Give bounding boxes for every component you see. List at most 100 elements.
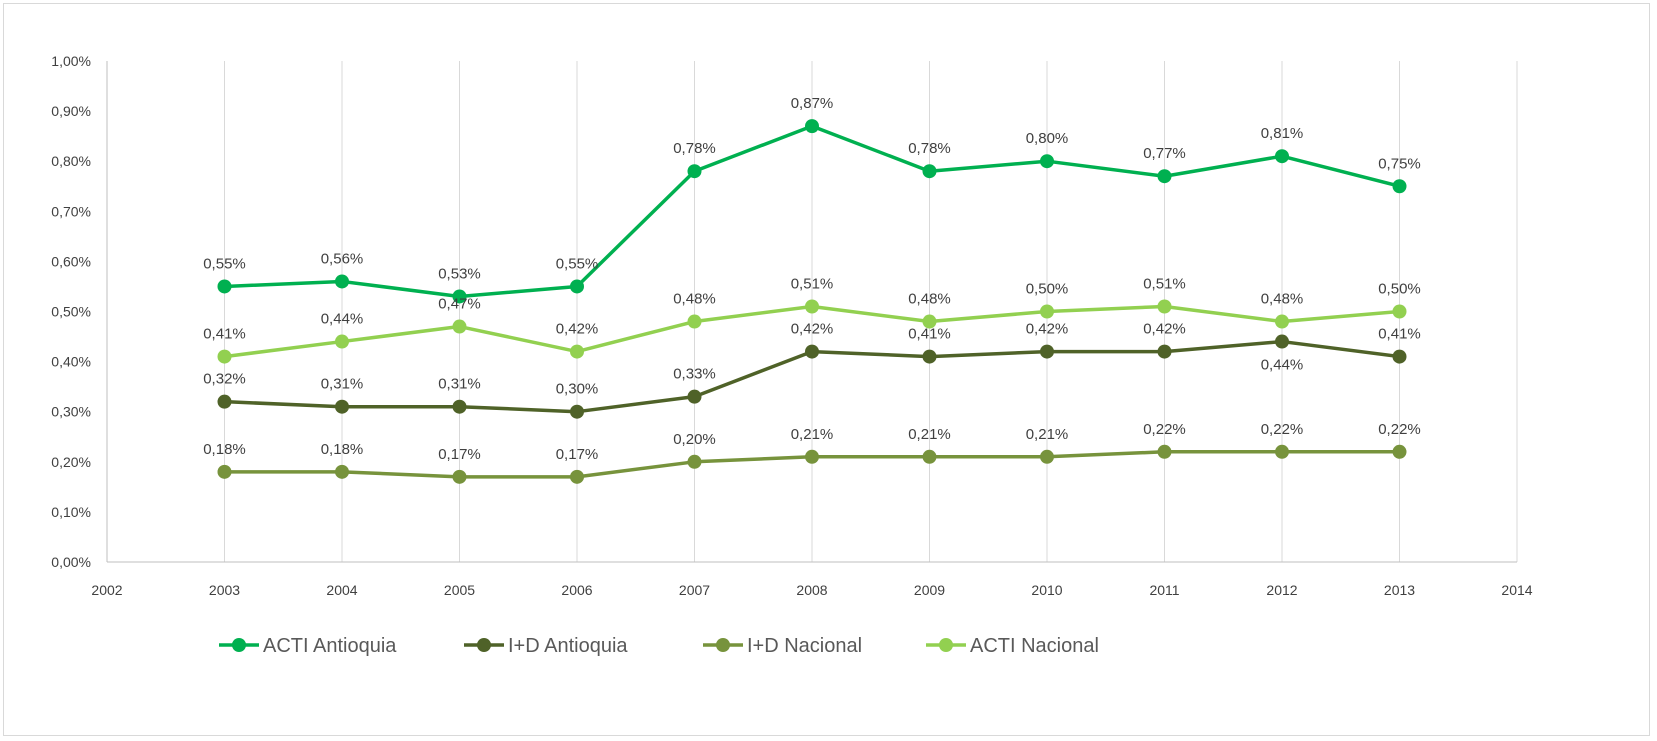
data-label: 0,42% [1026, 321, 1069, 338]
data-point [805, 344, 819, 359]
data-label: 0,17% [556, 446, 599, 463]
data-point [217, 464, 232, 479]
data-label: 0,21% [1026, 426, 1069, 443]
data-point [217, 349, 232, 364]
data-point [922, 349, 937, 364]
y-tick-label: 0,40% [51, 354, 91, 370]
x-tick-label: 2004 [326, 582, 357, 598]
data-point [570, 469, 584, 484]
data-label: 0,75% [1378, 155, 1421, 172]
data-label: 0,55% [556, 255, 599, 272]
data-point [1040, 344, 1054, 359]
x-tick-label: 2008 [796, 582, 827, 598]
data-point [1392, 179, 1407, 194]
data-label: 0,44% [1261, 357, 1304, 374]
data-point [1392, 349, 1407, 364]
data-label: 0,41% [1378, 326, 1421, 343]
y-tick-label: 0,60% [51, 253, 91, 269]
data-point [1275, 334, 1289, 349]
y-tick-label: 0,90% [51, 103, 91, 119]
data-label: 0,20% [673, 431, 716, 448]
x-tick-label: 2010 [1031, 582, 1062, 598]
x-tick-label: 2014 [1501, 582, 1532, 598]
series-group [217, 119, 1407, 484]
data-point [1040, 449, 1054, 464]
data-point [922, 449, 937, 464]
data-point [335, 399, 349, 414]
x-tick-label: 2003 [209, 582, 240, 598]
data-point [687, 164, 702, 179]
data-point [1040, 304, 1054, 319]
data-label: 0,31% [438, 376, 481, 393]
y-tick-label: 0,70% [51, 203, 91, 219]
y-tick-label: 0,10% [51, 504, 91, 520]
x-tick-label: 2007 [679, 582, 710, 598]
data-point [687, 389, 702, 404]
data-point [570, 279, 584, 294]
data-point [335, 334, 349, 349]
data-label: 0,18% [203, 441, 246, 458]
data-point [217, 394, 232, 409]
data-point [1157, 444, 1172, 459]
data-label: 0,80% [1026, 130, 1069, 147]
data-label: 0,78% [908, 140, 951, 157]
data-labels: 0,55% 0,56% 0,53% 0,55% 0,78% 0,87% 0,78% 0,80%… [203, 95, 1421, 463]
data-point [335, 274, 349, 289]
data-label: 0,33% [673, 366, 716, 383]
data-point [805, 299, 819, 314]
data-label: 0,48% [908, 291, 951, 308]
data-label: 0,55% [203, 255, 246, 272]
x-tick-label: 2005 [444, 582, 475, 598]
legend-marker [716, 638, 730, 652]
data-label: 0,56% [321, 250, 364, 267]
data-label: 0,30% [556, 381, 599, 398]
data-point [805, 449, 819, 464]
x-tick-label: 2012 [1266, 582, 1297, 598]
data-label: 0,22% [1261, 421, 1304, 438]
data-point [1275, 149, 1289, 164]
data-point [805, 119, 819, 134]
data-label: 0,81% [1261, 125, 1304, 142]
data-point [1275, 314, 1289, 329]
legend-label: ACTI Nacional [970, 635, 1099, 657]
y-tick-label: 0,50% [51, 304, 91, 320]
data-label: 0,78% [673, 140, 716, 157]
data-label: 0,48% [673, 291, 716, 308]
data-label: 0,47% [438, 296, 481, 313]
data-point [452, 399, 467, 414]
legend-item: ACTI Antioquia [219, 635, 397, 657]
x-tick-label: 2011 [1149, 582, 1179, 598]
data-point [922, 314, 937, 329]
grid-lines [224, 61, 1518, 562]
axes: 2002 2003 2004 2005 2006 2007 2008 2009 2010 2011… [51, 53, 1532, 598]
legend: ACTI Antioquia I+D Antioquia I+D Nacional A… [219, 635, 1099, 657]
x-tick-label: 2009 [914, 582, 945, 598]
data-label: 0,50% [1378, 281, 1421, 298]
data-label: 0,22% [1143, 421, 1186, 438]
legend-label: I+D Antioquia [508, 635, 628, 657]
legend-marker [939, 638, 953, 652]
data-point [217, 279, 232, 294]
data-point [452, 469, 467, 484]
data-label: 0,31% [321, 376, 364, 393]
legend-label: I+D Nacional [747, 635, 862, 657]
data-point [1275, 444, 1289, 459]
data-label: 0,48% [1261, 291, 1304, 308]
legend-marker [477, 638, 491, 652]
data-label: 0,18% [321, 441, 364, 458]
data-point [452, 289, 467, 304]
data-label: 0,41% [203, 326, 246, 343]
y-tick-label: 0,00% [51, 554, 91, 570]
data-label: 0,41% [908, 326, 951, 343]
data-point [922, 164, 937, 179]
data-label: 0,22% [1378, 421, 1421, 438]
legend-marker [232, 638, 246, 652]
data-point [687, 454, 702, 469]
y-tick-label: 0,20% [51, 454, 91, 470]
data-label: 0,42% [556, 321, 599, 338]
y-tick-label: 0,80% [51, 153, 91, 169]
legend-item: ACTI Nacional [926, 635, 1099, 657]
data-point [570, 404, 584, 419]
legend-item: I+D Antioquia [464, 635, 628, 657]
data-label: 0,77% [1143, 145, 1186, 162]
